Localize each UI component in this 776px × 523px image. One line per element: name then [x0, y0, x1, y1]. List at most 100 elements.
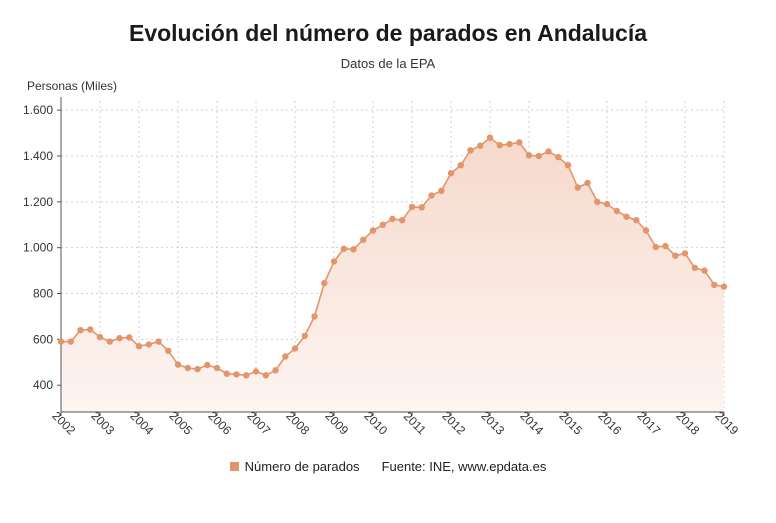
- data-point: [145, 341, 152, 348]
- data-point: [564, 162, 572, 169]
- data-point: [262, 372, 269, 379]
- x-tick-label: 2013: [478, 409, 507, 438]
- data-point: [213, 364, 221, 372]
- data-point: [96, 333, 104, 341]
- series-area: [61, 137, 724, 412]
- y-tick-label: 1.400: [23, 149, 53, 163]
- x-tick-label: 2012: [439, 409, 468, 438]
- x-tick-label: 2017: [634, 409, 663, 438]
- data-point: [447, 170, 455, 177]
- data-point: [662, 242, 669, 250]
- data-point: [506, 140, 513, 148]
- data-point: [720, 283, 728, 290]
- x-tick-label: 2008: [283, 409, 312, 438]
- legend-swatch: [229, 462, 239, 472]
- data-point: [340, 245, 347, 252]
- data-point: [574, 184, 581, 191]
- x-tick-label: 2010: [361, 409, 390, 438]
- data-point: [389, 215, 396, 223]
- data-point: [223, 370, 230, 377]
- y-tick-label: 800: [33, 287, 53, 301]
- x-tick-label: 2007: [244, 409, 273, 438]
- data-point: [584, 179, 591, 187]
- data-point: [350, 246, 357, 253]
- data-point: [642, 227, 650, 234]
- data-point: [360, 236, 367, 243]
- y-tick-label: 1.200: [23, 195, 53, 209]
- area-fill: [61, 137, 724, 412]
- data-point: [87, 326, 94, 333]
- y-tick-labels: 400 600 800 1.000 1.200 1.400 1.600: [23, 103, 53, 392]
- data-point: [204, 361, 211, 369]
- data-point: [711, 281, 718, 288]
- data-point: [545, 148, 552, 155]
- data-point: [701, 267, 708, 274]
- series-markers: [57, 134, 728, 379]
- data-point: [535, 152, 542, 160]
- legend-series-label: Número de parados: [244, 459, 360, 474]
- data-point: [233, 371, 240, 378]
- data-point: [438, 187, 445, 194]
- data-point: [77, 327, 84, 334]
- data-point: [477, 142, 484, 149]
- data-point: [165, 347, 172, 354]
- data-point: [633, 217, 640, 224]
- x-tick-label: 2014: [517, 409, 546, 438]
- data-point: [67, 338, 75, 345]
- data-point: [184, 364, 191, 372]
- x-tick-label: 2018: [673, 409, 702, 438]
- y-tick-label: 400: [33, 378, 53, 392]
- data-point: [603, 200, 611, 208]
- data-point: [623, 213, 630, 220]
- data-point: [555, 153, 562, 161]
- axes: [57, 97, 725, 416]
- data-point: [311, 313, 318, 320]
- chart-subtitle: Datos de la EPA: [340, 56, 436, 71]
- data-point: [106, 338, 114, 345]
- data-point: [155, 338, 162, 345]
- data-point: [252, 368, 260, 375]
- y-tick-label: 600: [33, 332, 53, 346]
- data-point: [291, 345, 299, 352]
- y-tick-label: 1.000: [23, 241, 53, 255]
- x-tick-label: 2016: [595, 409, 624, 438]
- data-point: [194, 365, 201, 373]
- x-tick-label: 2019: [712, 409, 741, 438]
- data-point: [691, 264, 698, 271]
- data-point: [282, 353, 289, 360]
- data-point: [57, 338, 65, 345]
- data-point: [116, 335, 123, 342]
- x-tick-labels: 2002 2003 2004 2005 2006 2007 2008 2009 2010 2011…: [49, 409, 741, 438]
- x-tick-label: 2002: [49, 409, 78, 438]
- data-point: [672, 252, 679, 259]
- legend: Número de parados Fuente: INE, www.epdata…: [0, 459, 776, 474]
- x-tick-label: 2015: [556, 409, 585, 438]
- data-point: [496, 142, 503, 149]
- data-point: [516, 139, 523, 146]
- data-point: [379, 221, 386, 228]
- data-point: [594, 198, 601, 205]
- y-axis-label: Personas (Miles): [27, 79, 118, 93]
- x-tick-label: 2006: [205, 409, 234, 438]
- data-point: [243, 372, 250, 379]
- data-point: [135, 343, 143, 350]
- data-point: [486, 134, 494, 141]
- data-point: [399, 217, 406, 224]
- data-point: [321, 280, 328, 287]
- x-tick-label: 2003: [88, 409, 117, 438]
- data-point: [174, 361, 182, 368]
- x-tick-label: 2009: [322, 409, 351, 438]
- data-point: [613, 207, 620, 215]
- data-point: [408, 203, 416, 211]
- x-tick-label: 2011: [401, 409, 429, 437]
- data-point: [428, 192, 435, 199]
- y-tick-label: 1.600: [23, 103, 53, 117]
- data-point: [681, 250, 689, 257]
- data-point: [652, 243, 659, 251]
- data-point: [525, 152, 533, 159]
- data-point: [301, 332, 308, 340]
- x-tick-label: 2005: [166, 409, 195, 438]
- data-point: [330, 258, 338, 265]
- data-point: [369, 227, 377, 234]
